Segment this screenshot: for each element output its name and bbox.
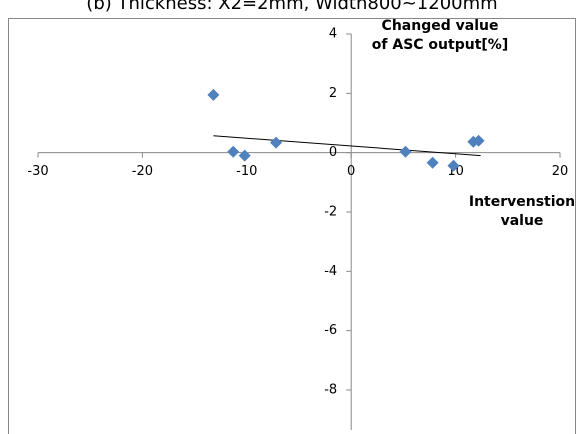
y-tick-label: 4 bbox=[329, 27, 337, 42]
y-tick-label: -4 bbox=[324, 264, 337, 279]
trendline bbox=[213, 135, 481, 157]
chart-title: (b) Thickness: X2=2mm, Width800~1200mm bbox=[86, 0, 497, 14]
x-tick-label: -30 bbox=[27, 164, 48, 179]
point bbox=[207, 88, 220, 101]
x-tick-label: -20 bbox=[132, 164, 153, 179]
point bbox=[426, 156, 439, 169]
y-tick-label: -6 bbox=[324, 323, 337, 338]
point bbox=[447, 159, 460, 172]
y-axis-label: of ASC output[%] bbox=[372, 37, 508, 53]
x-axis-label: Intervenstion bbox=[469, 194, 575, 210]
point bbox=[227, 145, 240, 158]
x-tick-label: -10 bbox=[236, 164, 257, 179]
x-tick-label: 20 bbox=[552, 164, 569, 179]
point bbox=[472, 134, 485, 147]
y-tick-label: -8 bbox=[324, 383, 337, 398]
y-axis-label: Changed value bbox=[382, 18, 499, 34]
y-tick-label: -2 bbox=[324, 205, 337, 220]
point bbox=[399, 145, 412, 158]
point bbox=[238, 149, 251, 162]
x-tick-label: 0 bbox=[347, 164, 355, 179]
y-tick-label: 0 bbox=[329, 145, 337, 160]
plot-frame bbox=[8, 18, 576, 434]
point bbox=[270, 136, 283, 149]
x-axis-label: value bbox=[501, 213, 544, 229]
y-tick-label: 2 bbox=[329, 86, 337, 101]
